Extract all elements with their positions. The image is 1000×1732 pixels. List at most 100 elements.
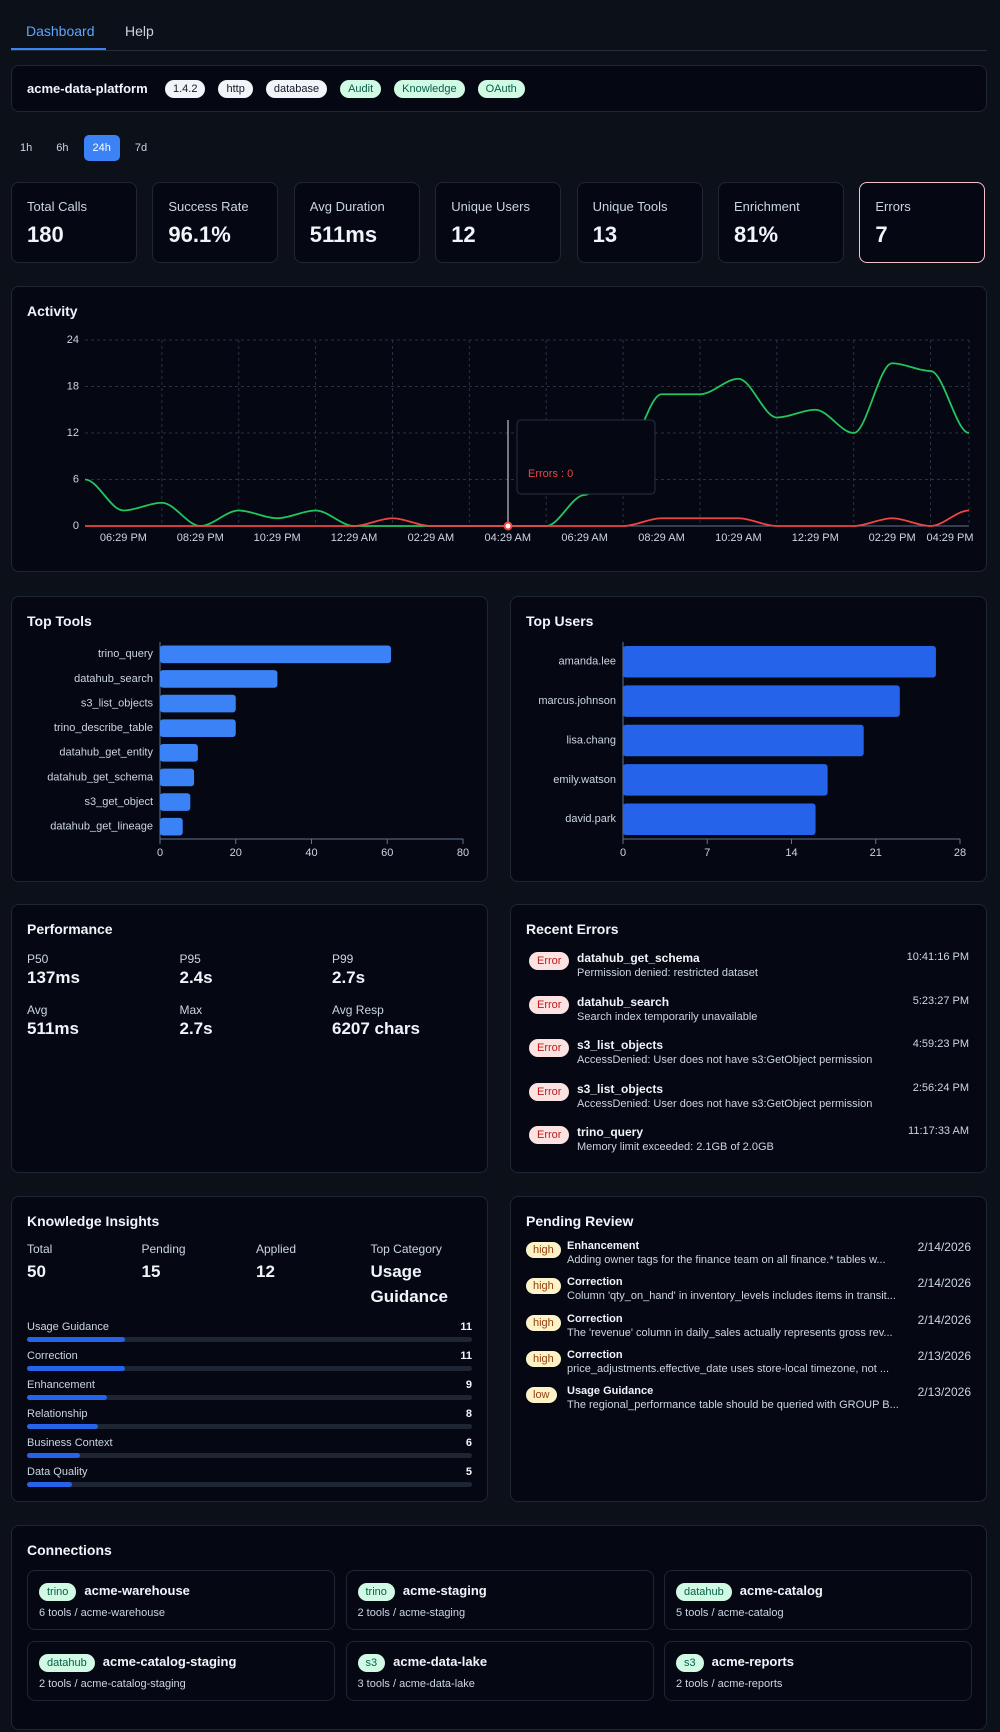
badge: Audit — [340, 80, 382, 98]
header-card: acme-data-platform 1.4.2 http database Audi… — [11, 65, 987, 112]
category-name: Enhancement — [27, 1379, 95, 1391]
review-title: Correction — [567, 1312, 623, 1325]
x-tick-label: 04:29 PM — [926, 532, 973, 544]
review-title: Correction — [567, 1348, 623, 1361]
x-tick-label: 10:29 AM — [715, 532, 761, 544]
metric-value: 2.4s — [179, 968, 213, 987]
error-tool: datahub_get_schema — [577, 951, 700, 965]
connection-card[interactable]: trino acme-staging 2 tools / acme-staging — [345, 1570, 654, 1630]
connection-name: acme-catalog — [739, 1583, 823, 1598]
badge-row: 1.4.2 http database Audit Knowledge OAuth — [165, 79, 538, 98]
stat-card: Success Rate 96.1% — [152, 182, 279, 263]
connection-name: acme-data-lake — [393, 1654, 488, 1669]
x-tick-label: 08:29 PM — [177, 532, 224, 544]
connection-name: acme-warehouse — [84, 1583, 190, 1598]
connection-card[interactable]: trino acme-warehouse 6 tools / acme-wareho… — [27, 1570, 335, 1630]
review-title: Usage Guidance — [567, 1385, 654, 1398]
connection-head: datahub acme-catalog-staging — [39, 1653, 236, 1672]
category-name: Correction — [27, 1350, 78, 1362]
review-date: 2/14/2026 — [917, 1276, 971, 1291]
time-range-button[interactable]: 1h — [20, 142, 33, 154]
stat-value: 180 — [27, 222, 64, 247]
bar — [160, 743, 198, 762]
recent-errors-card: Recent Errors Error datahub_get_schema Per… — [510, 904, 987, 1173]
insight-label: Total — [27, 1242, 53, 1256]
insight-value: 15 — [141, 1262, 161, 1281]
y-tick-label: 12 — [67, 427, 79, 439]
tab[interactable]: Dashboard — [26, 23, 95, 39]
metric-value: 137ms — [27, 968, 80, 987]
connection-name: acme-catalog-staging — [102, 1654, 237, 1669]
server-name: acme-data-platform — [27, 81, 148, 96]
category-name: Relationship — [27, 1408, 88, 1420]
tab[interactable]: Help — [125, 23, 154, 39]
activity-chart: 0 6 12 18 24 06:29 PM 08:29 PM 10:29 PM 12:29 AM… — [67, 334, 974, 544]
category-bar — [27, 1482, 72, 1487]
connection-card[interactable]: s3 acme-reports 2 tools / acme-reports — [664, 1641, 972, 1701]
x-tick-label: 60 — [381, 847, 393, 859]
error-time: 11:17:33 AM — [908, 1125, 969, 1138]
category-bar — [27, 1366, 125, 1371]
top-tools-card: Top Tools 0 20 40 60 80 trino_query datahub_se… — [11, 596, 488, 882]
y-tick-label: marcus.johnson — [538, 695, 616, 707]
connections-card: Connections trino acme-warehouse 6 tools /… — [11, 1525, 987, 1730]
time-range-button[interactable]: 7d — [134, 142, 148, 154]
stat-card: Avg Duration 511ms — [293, 182, 420, 263]
time-range-row: 1h 6h 24h 7d — [11, 135, 156, 161]
connection-card[interactable]: datahub acme-catalog 5 tools / acme-catalo… — [664, 1570, 972, 1630]
tooltip-box — [516, 419, 656, 495]
x-tick-label: 10:29 PM — [254, 532, 301, 544]
x-tick-label: 12:29 PM — [792, 532, 839, 544]
error-tool: datahub_search — [577, 994, 670, 1009]
error-tool: s3_list_objects — [577, 1038, 664, 1053]
insight-value: 12 — [256, 1262, 275, 1281]
bar — [160, 645, 392, 664]
x-tick-label: 14 — [785, 847, 797, 859]
connection-card[interactable]: s3 acme-data-lake 3 tools / acme-data-lake — [345, 1641, 654, 1701]
time-range-button[interactable]: 24h — [83, 135, 120, 161]
x-tick-label: 0 — [157, 847, 163, 859]
insight-value: Usage Guidance — [370, 1262, 448, 1306]
y-tick-label: s3_get_object — [85, 796, 154, 808]
stat-value: 81% — [734, 222, 779, 247]
bar — [160, 817, 183, 836]
connection-card[interactable]: datahub acme-catalog-staging 2 tools / acm… — [27, 1641, 335, 1701]
pending-review-card: Pending Review high Enhancement Adding own… — [510, 1196, 987, 1502]
card-title: Top Users — [526, 613, 594, 629]
review-text: The 'revenue' column in daily_sales actu… — [567, 1326, 893, 1339]
stat-value: 13 — [592, 222, 618, 247]
stat-value: 12 — [451, 222, 476, 247]
category-count: 8 — [465, 1408, 472, 1420]
insight-label: Applied — [256, 1242, 297, 1256]
time-range-button[interactable]: 6h — [56, 142, 69, 154]
y-tick-label: datahub_search — [74, 673, 153, 685]
category-track — [27, 1453, 472, 1458]
x-tick-label: 80 — [457, 847, 469, 859]
bar-chart: 0 20 40 60 80 trino_query datahub_search s3_lis… — [47, 642, 469, 859]
bar — [160, 670, 278, 688]
review-text: The regional_performance table should be… — [567, 1399, 899, 1412]
connection-type: s3 — [357, 1654, 386, 1672]
x-tick-label: 06:29 AM — [561, 532, 607, 544]
tooltip-text: Errors : 0 — [528, 468, 573, 480]
badge: Knowledge — [394, 80, 465, 98]
error-badge: Error — [529, 995, 570, 1014]
stat-card: Errors 7 — [859, 182, 986, 263]
category-track — [27, 1424, 472, 1429]
x-tick-label: 08:29 AM — [638, 532, 684, 544]
review-date: 2/14/2026 — [917, 1312, 971, 1327]
knowledge-card: Knowledge Insights Total 50 Pending 15 Appli… — [11, 1196, 488, 1502]
connection-type: s3 — [676, 1654, 704, 1672]
review-date: 2/13/2026 — [917, 1385, 971, 1400]
x-tick-label: 04:29 AM — [485, 532, 531, 544]
error-message: Memory limit exceeded: 2.1GB of 2.0GB — [577, 1141, 774, 1154]
connection-detail: 6 tools / acme-warehouse — [39, 1607, 165, 1619]
connection-detail: 5 tools / acme-catalog — [676, 1607, 784, 1619]
card-title: Activity — [27, 303, 78, 319]
category-name: Usage Guidance — [27, 1321, 109, 1333]
stat-value: 511ms — [309, 222, 378, 247]
x-tick-label: 40 — [305, 847, 317, 859]
y-tick-label: lisa.chang — [566, 734, 616, 746]
y-tick-label: datahub_get_schema — [47, 771, 154, 783]
badge: database — [265, 80, 328, 98]
